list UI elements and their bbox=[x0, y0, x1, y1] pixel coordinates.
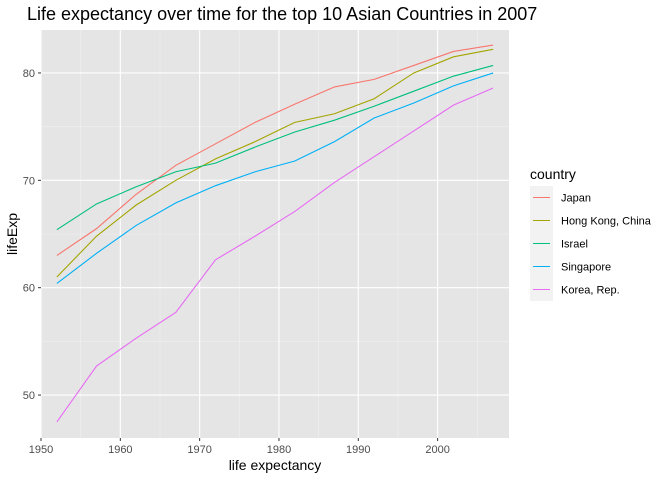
y-tick-label: 80 bbox=[23, 68, 35, 80]
series-line bbox=[56, 44, 494, 256]
x-tick-label: 1960 bbox=[108, 444, 132, 456]
legend-label: Israel bbox=[561, 239, 588, 251]
x-tick-label: 1950 bbox=[29, 444, 53, 456]
legend: Japan Hong Kong, China Israel Singapore Kore… bbox=[530, 186, 652, 301]
series-line bbox=[56, 87, 494, 423]
x-axis-ticks: 1950 1960 1970 1980 1990 2000 bbox=[29, 438, 450, 456]
y-tick-label: 60 bbox=[23, 283, 35, 295]
series-line bbox=[56, 64, 494, 231]
x-axis-title: life expectancy bbox=[229, 457, 322, 473]
x-tick-label: 1990 bbox=[346, 444, 370, 456]
series-lines bbox=[56, 44, 494, 423]
chart-title: Life expectancy over time for the top 10… bbox=[27, 4, 537, 24]
legend-label: Korea, Rep. bbox=[561, 285, 620, 297]
series-line bbox=[56, 48, 494, 278]
legend-label: Singapore bbox=[561, 262, 611, 274]
legend-label: Hong Kong, China bbox=[561, 216, 652, 228]
major-gridlines bbox=[40, 30, 509, 438]
y-axis-title: lifeExp bbox=[4, 213, 20, 255]
x-tick-label: 2000 bbox=[425, 444, 449, 456]
x-tick-label: 1970 bbox=[187, 444, 211, 456]
minor-gridlines bbox=[41, 30, 509, 438]
x-tick-label: 1980 bbox=[267, 444, 291, 456]
series-line bbox=[56, 72, 494, 284]
y-tick-label: 70 bbox=[23, 175, 35, 187]
y-axis-ticks: 50 60 70 80 bbox=[23, 68, 41, 402]
y-tick-label: 50 bbox=[23, 390, 35, 402]
legend-title: country bbox=[530, 166, 576, 182]
legend-label: Japan bbox=[561, 193, 591, 205]
